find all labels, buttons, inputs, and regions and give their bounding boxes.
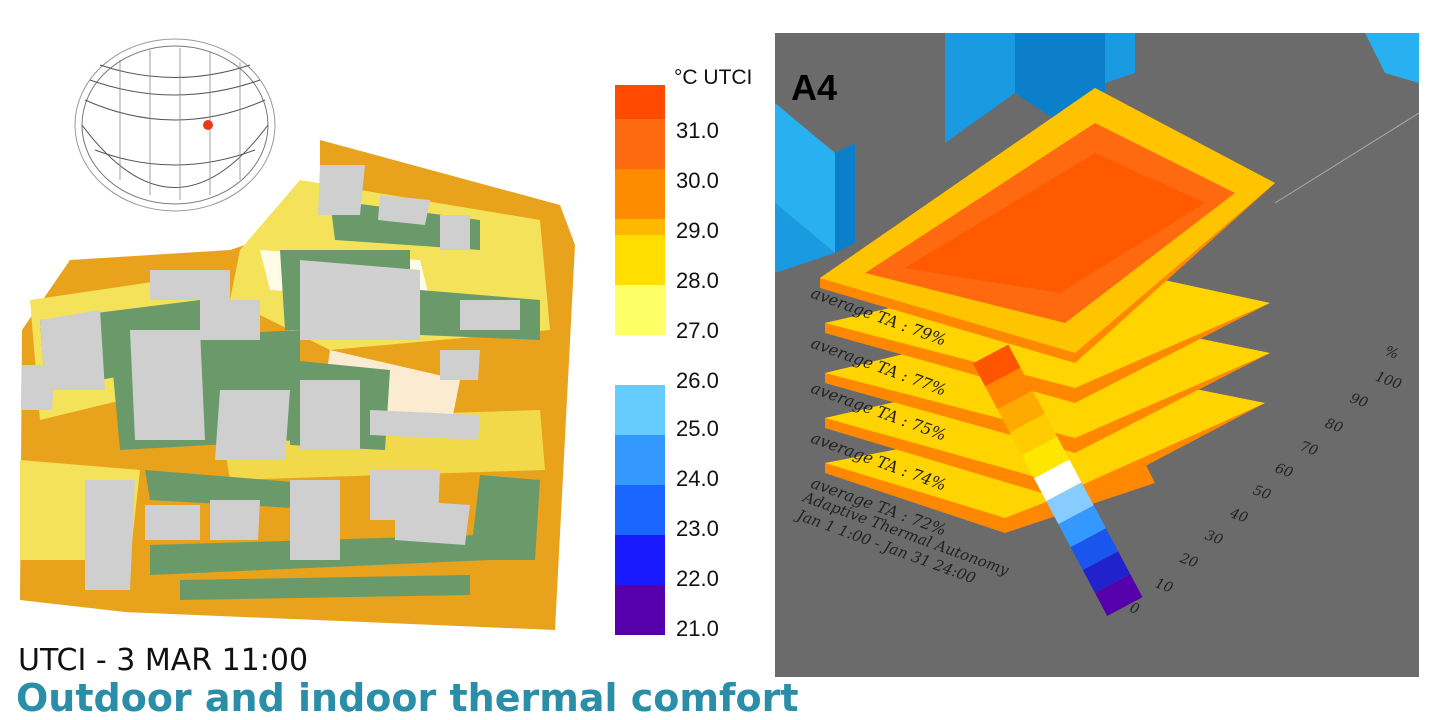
utci-tick-29: 29.0 xyxy=(676,218,719,243)
sun-position-marker xyxy=(203,120,213,130)
utci-tick-26: 26.0 xyxy=(676,368,719,393)
section-heading: Outdoor and indoor thermal comfort xyxy=(16,676,799,720)
utci-tick-22: 22.0 xyxy=(676,566,719,591)
map-title: UTCI - 3 MAR 11:00 xyxy=(18,643,309,678)
site-utci-map xyxy=(20,140,575,630)
utci-panel: °C UTCI 31.0 30.0 29.0 28.0 27.0 26.0 25… xyxy=(16,38,799,720)
thermal-autonomy-panel: A4 average TA : 79% average TA : 77% ave… xyxy=(775,33,1419,677)
utci-tick-23: 23.0 xyxy=(676,516,719,541)
blue-buildings xyxy=(775,33,1419,273)
thermal-autonomy-graphic xyxy=(775,33,1419,616)
utci-map-graphic xyxy=(20,38,575,630)
sun-path-diagram xyxy=(74,38,276,212)
utci-tick-28: 28.0 xyxy=(676,268,719,293)
floor-slabs xyxy=(820,88,1275,533)
panel-label: A4 xyxy=(791,67,838,108)
utci-tick-31: 31.0 xyxy=(676,118,719,143)
utci-legend-unit: °C UTCI xyxy=(674,66,753,89)
utci-tick-21: 21.0 xyxy=(676,616,719,641)
utci-tick-24: 24.0 xyxy=(676,466,719,491)
utci-tick-25: 25.0 xyxy=(676,416,719,441)
utci-tick-30: 30.0 xyxy=(676,168,719,193)
ta-color-legend xyxy=(972,344,1143,616)
utci-tick-27: 27.0 xyxy=(676,318,719,343)
